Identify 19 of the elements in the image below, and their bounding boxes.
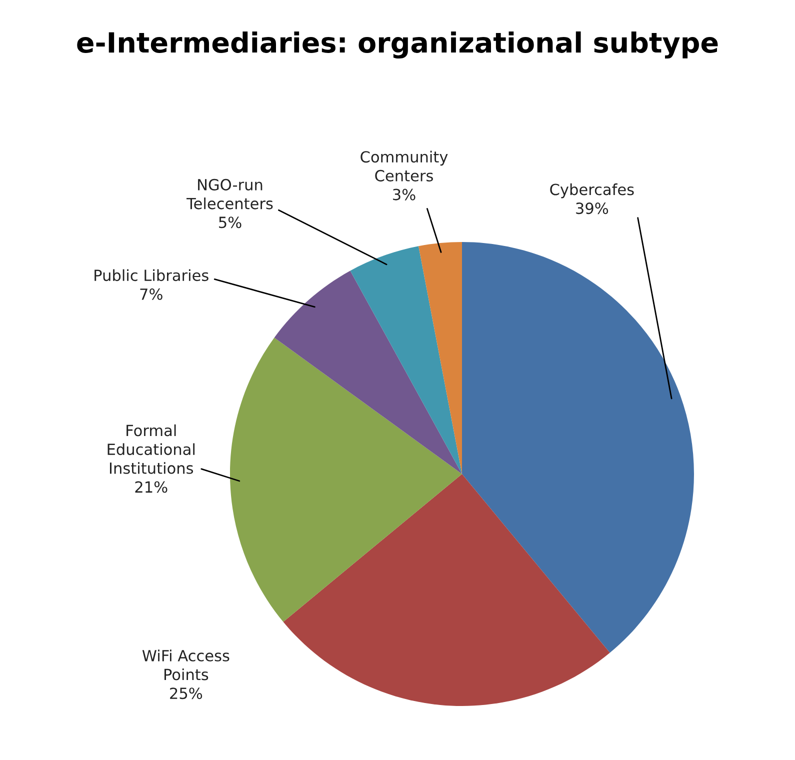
data-label: 39% (576, 202, 608, 214)
pie-slice (462, 242, 694, 653)
pie-slice (418, 242, 462, 474)
data-label: 3% (393, 188, 416, 200)
data-label: 5% (219, 216, 242, 228)
slice-label: Cybercafes (550, 183, 634, 198)
pie-slice (230, 338, 462, 622)
slice-label: Formal Educational Institutions (108, 424, 195, 474)
slice-label: Public Libraries (94, 269, 208, 282)
pie-slice (283, 474, 610, 706)
data-label: 21% (135, 481, 168, 493)
pie-slice (274, 270, 462, 474)
data-label: 25% (170, 688, 202, 700)
slice-label: WiFi Access Points (142, 650, 230, 680)
data-label: 7% (140, 288, 162, 300)
pie-slice (350, 246, 462, 474)
slice-label: Community Centers (360, 150, 448, 182)
chart-title: e-Intermediaries: organizational subtype (77, 31, 718, 59)
slice-label: NGO-run Telecenters (186, 178, 273, 210)
